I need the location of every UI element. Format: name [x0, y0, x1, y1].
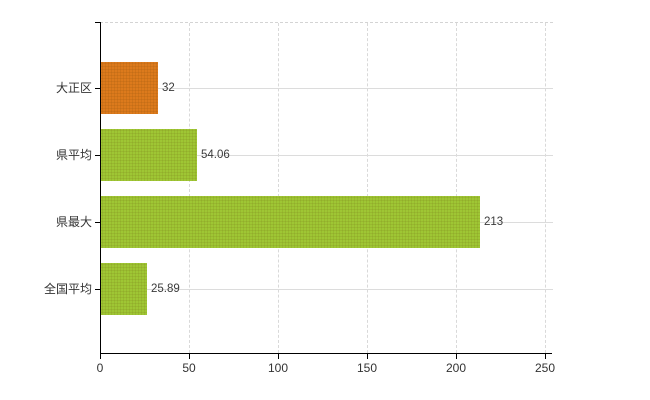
x-tick-label: 200 — [445, 361, 467, 375]
x-tick-label: 150 — [356, 361, 378, 375]
y-tick — [95, 222, 100, 223]
y-axis-line — [100, 22, 101, 353]
category-label: 県平均 — [55, 148, 92, 162]
bar-value-label: 32 — [162, 82, 175, 94]
bar-県平均 — [101, 129, 197, 181]
y-tick — [95, 155, 100, 156]
x-tick-150 — [367, 354, 368, 359]
x-tick-50 — [189, 354, 190, 359]
gridline-x-200 — [456, 23, 457, 353]
bar-大正区 — [101, 62, 158, 114]
plot-top-border — [100, 22, 553, 23]
x-tick-label: 0 — [96, 361, 104, 375]
gridline-x-50 — [189, 23, 190, 353]
gridline-x-250 — [545, 23, 546, 353]
y-tick — [95, 88, 100, 89]
gridline-x-100 — [278, 23, 279, 353]
gridline-x-150 — [367, 23, 368, 353]
gridline-row — [101, 88, 553, 89]
bar-県最大 — [101, 196, 480, 248]
x-axis-line — [100, 353, 552, 354]
x-tick-label: 50 — [182, 361, 196, 375]
y-tick — [95, 289, 100, 290]
bar-value-label: 54.06 — [201, 149, 230, 161]
x-tick-label: 100 — [267, 361, 289, 375]
category-label: 県最大 — [55, 215, 92, 229]
bar-value-label: 25.89 — [151, 283, 180, 295]
x-tick-200 — [456, 354, 457, 359]
x-tick-label: 250 — [534, 361, 556, 375]
bar-value-label: 213 — [484, 216, 504, 228]
x-tick-0 — [100, 354, 101, 359]
bar-全国平均 — [101, 263, 147, 315]
gridline-row — [101, 289, 553, 290]
category-label: 全国平均 — [43, 282, 92, 296]
y-axis-top-tick — [95, 22, 100, 23]
x-tick-100 — [278, 354, 279, 359]
category-label: 大正区 — [55, 81, 92, 95]
x-tick-250 — [545, 354, 546, 359]
gridline-row — [101, 155, 553, 156]
